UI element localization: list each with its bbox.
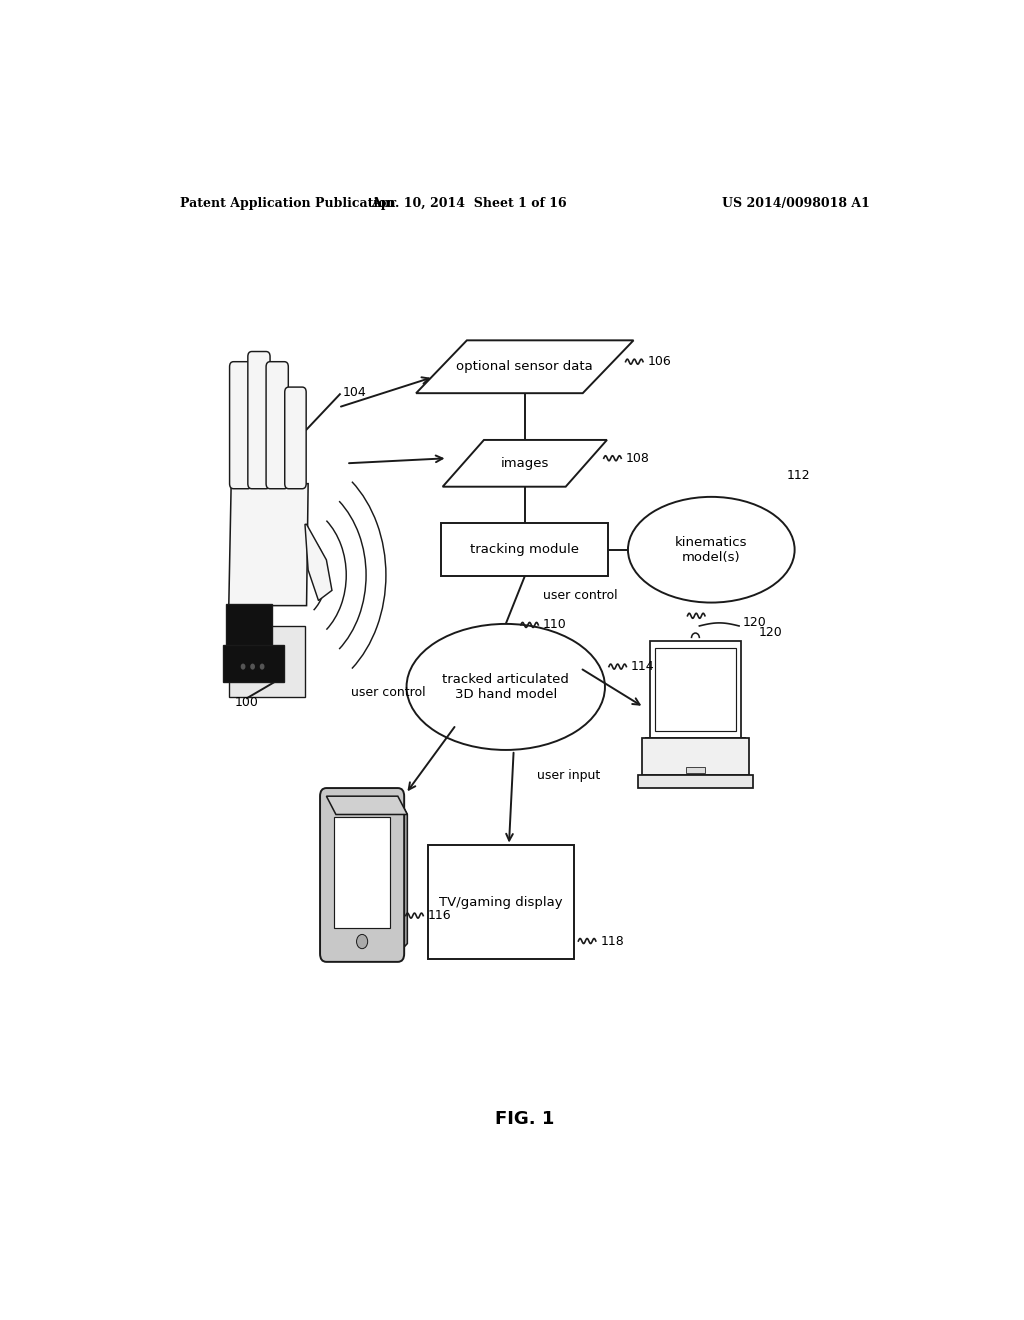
Text: 104: 104 [342,385,366,399]
Text: user control: user control [351,685,426,698]
Text: 106: 106 [648,355,672,368]
FancyBboxPatch shape [228,626,305,697]
Text: 108: 108 [626,451,650,465]
Text: optional sensor data: optional sensor data [457,360,593,374]
Ellipse shape [407,624,605,750]
Polygon shape [397,796,408,954]
Text: Apr. 10, 2014  Sheet 1 of 16: Apr. 10, 2014 Sheet 1 of 16 [372,197,567,210]
Text: images: images [501,457,549,470]
Bar [428,846,574,960]
Circle shape [260,664,264,669]
FancyBboxPatch shape [225,603,271,647]
Polygon shape [416,341,634,393]
Circle shape [356,935,368,949]
Bar [686,767,705,774]
Text: 118: 118 [601,935,625,948]
Text: 110: 110 [543,619,567,631]
Text: kinematics
model(s): kinematics model(s) [675,536,748,564]
Polygon shape [305,524,332,601]
FancyBboxPatch shape [321,788,404,962]
Polygon shape [327,796,408,814]
Bar [441,523,608,576]
Text: US 2014/0098018 A1: US 2014/0098018 A1 [722,197,870,210]
Text: user input: user input [538,768,601,781]
Text: TV/gaming display: TV/gaming display [439,896,563,909]
FancyBboxPatch shape [334,817,390,928]
Text: user control: user control [544,589,618,602]
Bar [650,642,741,738]
Circle shape [250,664,255,669]
Polygon shape [228,483,308,606]
FancyBboxPatch shape [266,362,289,488]
Bar [638,775,753,788]
Text: 120: 120 [759,626,782,639]
Text: 120: 120 [743,616,767,630]
Bar [655,648,735,731]
FancyBboxPatch shape [223,645,284,682]
Polygon shape [442,440,607,487]
Circle shape [241,664,246,669]
Text: FIG. 1: FIG. 1 [496,1110,554,1127]
FancyBboxPatch shape [229,362,252,488]
FancyBboxPatch shape [248,351,270,488]
Text: 100: 100 [236,696,259,709]
Text: Patent Application Publication: Patent Application Publication [179,197,395,210]
Text: 102: 102 [251,655,274,668]
Text: 112: 112 [786,469,810,482]
FancyBboxPatch shape [285,387,306,488]
Text: 114: 114 [631,660,654,673]
Text: tracked articulated
3D hand model: tracked articulated 3D hand model [442,673,569,701]
Ellipse shape [628,496,795,602]
Text: tracking module: tracking module [470,544,580,556]
Text: 116: 116 [428,909,452,923]
Bar [642,738,749,775]
